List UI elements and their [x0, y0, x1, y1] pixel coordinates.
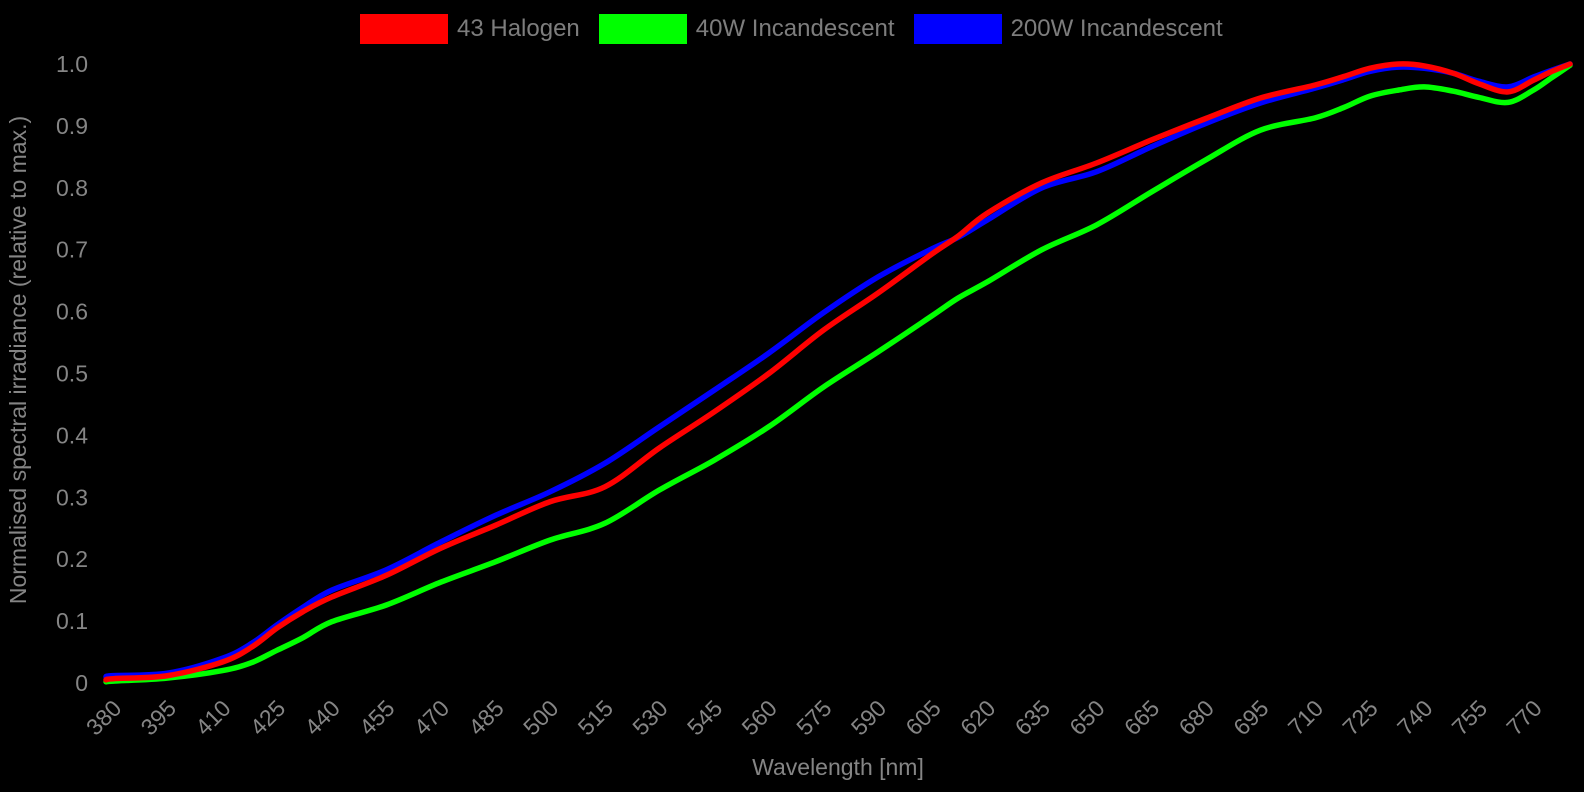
y-tick-label: 0.4 [56, 422, 88, 448]
x-tick-label: 410 [190, 695, 236, 741]
x-axis-tick-labels: 380 395 410 425 440 455 470 485 500 515 530 545 560 5… [81, 695, 1547, 741]
x-tick-label: 740 [1392, 695, 1438, 741]
legend-label: 40W Incandescent [695, 15, 895, 42]
series-lines [103, 61, 1573, 685]
y-tick-label: 0.2 [56, 546, 88, 572]
x-tick-label: 575 [791, 695, 837, 741]
y-tick-label: 1.0 [56, 51, 88, 77]
x-tick-label: 455 [354, 695, 400, 741]
x-tick-label: 470 [409, 695, 455, 741]
x-tick-label: 395 [136, 695, 182, 741]
y-tick-label: 0.7 [56, 237, 88, 263]
x-tick-label: 530 [627, 695, 673, 741]
x-tick-label: 680 [1173, 695, 1219, 741]
x-tick-label: 635 [1010, 695, 1056, 741]
legend-swatch [913, 14, 1002, 44]
x-tick-label: 755 [1447, 695, 1493, 741]
series-line-200w-incandescent [103, 61, 1573, 680]
y-axis-label: Normalised spectral irradiance (relative… [5, 116, 31, 604]
y-tick-label: 0.1 [56, 608, 88, 634]
x-tick-label: 590 [846, 695, 892, 741]
x-tick-label: 695 [1228, 695, 1274, 741]
y-tick-label: 0.3 [56, 484, 88, 510]
series-line-40w-incandescent [103, 62, 1573, 685]
legend-label: 200W Incandescent [1010, 15, 1223, 42]
legend-swatch [360, 14, 448, 44]
x-tick-label: 545 [682, 695, 728, 741]
x-tick-label: 440 [299, 695, 345, 741]
x-tick-label: 665 [1119, 695, 1165, 741]
y-tick-label: 0 [75, 670, 88, 696]
x-tick-label: 725 [1337, 695, 1383, 741]
x-tick-label: 560 [736, 695, 782, 741]
series-line-43-halogen [103, 61, 1573, 683]
y-axis-tick-labels: 0 0.1 0.2 0.3 0.4 0.5 0.6 0.7 0.8 0.9 1.0 [56, 51, 88, 696]
x-tick-label: 485 [463, 695, 509, 741]
x-tick-label: 500 [518, 695, 564, 741]
x-tick-label: 380 [81, 695, 127, 741]
x-axis-label: Wavelength [nm] [752, 754, 924, 780]
x-tick-label: 515 [573, 695, 619, 741]
x-tick-label: 425 [245, 695, 291, 741]
legend-entry-43-halogen: 43 Halogen [360, 14, 580, 44]
y-tick-label: 0.9 [56, 113, 88, 139]
legend-entry-200w-incandescent: 200W Incandescent [913, 14, 1223, 44]
y-tick-label: 0.6 [56, 299, 88, 325]
legend-swatch [598, 14, 687, 44]
y-tick-label: 0.8 [56, 175, 88, 201]
x-tick-label: 770 [1501, 695, 1547, 741]
legend-label: 43 Halogen [457, 15, 580, 42]
legend: 43 Halogen 40W Incandescent 200W Incandesc… [360, 14, 1223, 44]
x-tick-label: 620 [955, 695, 1001, 741]
x-tick-label: 650 [1064, 695, 1110, 741]
x-tick-label: 605 [900, 695, 946, 741]
y-tick-label: 0.5 [56, 361, 88, 387]
legend-entry-40w-incandescent: 40W Incandescent [598, 14, 895, 44]
x-tick-label: 710 [1283, 695, 1329, 741]
